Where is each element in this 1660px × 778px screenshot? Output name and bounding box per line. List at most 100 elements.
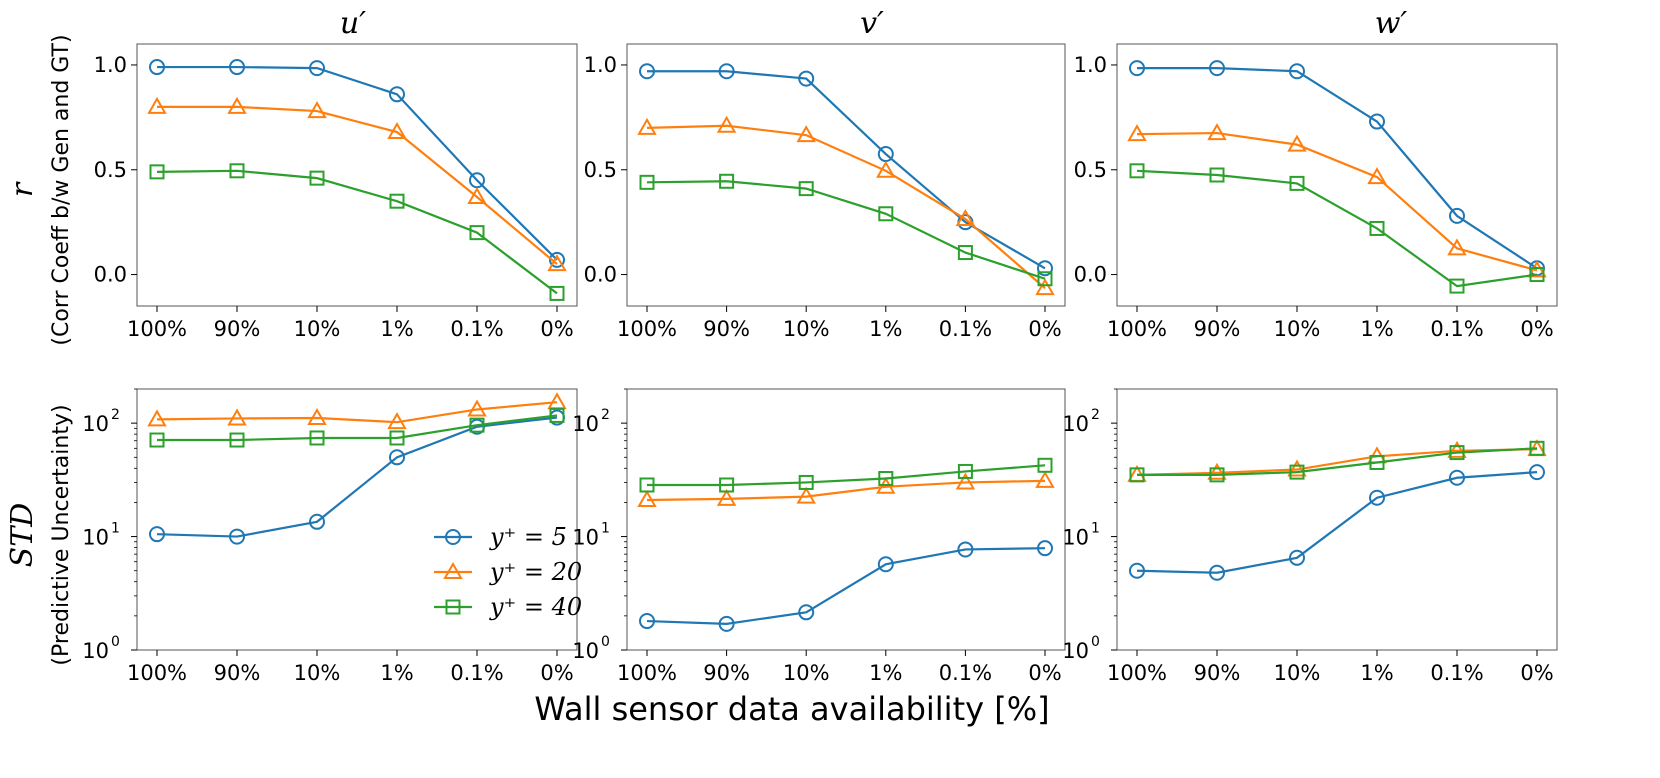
x-tick-label: 0.1% bbox=[939, 317, 992, 341]
data-point-y5 bbox=[1449, 469, 1465, 486]
data-point-y40 bbox=[719, 477, 735, 493]
series-line-y5 bbox=[156, 416, 558, 538]
data-point-y5 bbox=[229, 59, 245, 76]
data-point-y40 bbox=[719, 173, 735, 189]
x-tick-label: 100% bbox=[1107, 661, 1167, 685]
x-axis-label: Wall sensor data availability [%] bbox=[534, 690, 1049, 728]
y-tick-exponent: 1 bbox=[111, 521, 120, 537]
col-title-w: w′ bbox=[1375, 6, 1408, 41]
x-tick-label: 1% bbox=[869, 661, 902, 685]
data-point-y5 bbox=[549, 251, 565, 268]
data-point-y40 bbox=[549, 285, 565, 301]
data-point-y20 bbox=[307, 407, 327, 426]
x-tick-label: 0% bbox=[540, 317, 573, 341]
series-line-y20 bbox=[646, 479, 1046, 502]
y-tick-label: 10 bbox=[82, 412, 109, 436]
panel-r-v: 100% 90% 10% 1% 0.1% 0% 0.0 0.5 1.0 bbox=[584, 43, 1066, 341]
axes-frame bbox=[1116, 43, 1558, 307]
data-point-y40 bbox=[639, 174, 655, 190]
series-line-y20 bbox=[1136, 131, 1538, 272]
x-tick-label: 10% bbox=[783, 661, 830, 685]
data-point-y20 bbox=[955, 472, 976, 490]
data-point-y40 bbox=[798, 474, 814, 490]
data-point-y5 bbox=[1369, 489, 1385, 506]
y-tick-exponent: 2 bbox=[601, 407, 610, 423]
data-point-y40 bbox=[1289, 464, 1305, 480]
y-tick-label: 0.5 bbox=[94, 158, 127, 182]
y-tick-label: 0.0 bbox=[584, 263, 617, 287]
data-point-y20 bbox=[637, 490, 657, 508]
x-tick-label: 0.1% bbox=[450, 661, 503, 685]
data-point-y5 bbox=[957, 541, 974, 558]
data-point-y5 bbox=[718, 615, 735, 632]
series-line-y20 bbox=[646, 124, 1046, 290]
x-tick-label: 10% bbox=[294, 317, 341, 341]
series-line-y20 bbox=[156, 401, 558, 424]
data-point-y20 bbox=[1447, 238, 1467, 256]
data-point-y5 bbox=[149, 59, 165, 76]
data-point-y40 bbox=[469, 417, 485, 433]
data-point-y5 bbox=[1209, 564, 1225, 581]
data-point-y40 bbox=[549, 407, 565, 423]
legend-marker-y5 bbox=[445, 529, 461, 545]
data-point-y5 bbox=[1037, 260, 1053, 277]
y-tick-exponent: 0 bbox=[601, 634, 610, 650]
data-point-y40 bbox=[798, 181, 814, 197]
x-tick-label: 90% bbox=[1194, 661, 1241, 685]
data-point-y20 bbox=[1287, 134, 1307, 152]
x-tick-label: 100% bbox=[127, 317, 187, 341]
data-point-y40 bbox=[389, 193, 405, 209]
x-tick-label: 90% bbox=[214, 317, 261, 341]
series-line-y40 bbox=[1136, 169, 1538, 288]
x-tick-label: 10% bbox=[294, 661, 341, 685]
data-point-y40 bbox=[1209, 167, 1225, 183]
data-point-y5 bbox=[1449, 207, 1465, 224]
x-tick-label: 0% bbox=[540, 661, 573, 685]
y-tick-label: 0.5 bbox=[1074, 158, 1107, 182]
series-line-y40 bbox=[157, 414, 558, 442]
data-point-y20 bbox=[1367, 167, 1387, 185]
y-tick-label: 0.5 bbox=[584, 158, 617, 182]
data-point-y20 bbox=[227, 96, 247, 114]
y-tick-label: 10 bbox=[1062, 639, 1089, 663]
data-point-y40 bbox=[389, 430, 405, 446]
data-point-y20 bbox=[307, 101, 327, 119]
series-line-y40 bbox=[647, 464, 1046, 487]
x-tick-label: 0% bbox=[1028, 317, 1061, 341]
data-point-y20 bbox=[387, 122, 407, 140]
axes-frame bbox=[626, 43, 1066, 307]
data-point-y5 bbox=[389, 86, 405, 103]
axes-frame bbox=[136, 388, 578, 651]
data-point-y40 bbox=[1369, 454, 1385, 470]
data-point-y40 bbox=[229, 432, 245, 448]
data-point-y5 bbox=[1209, 60, 1225, 77]
data-point-y40 bbox=[1129, 467, 1145, 483]
data-point-y20 bbox=[637, 117, 657, 135]
x-tick-label: 1% bbox=[869, 317, 902, 341]
x-tick-label: 0.1% bbox=[1430, 661, 1483, 685]
data-point-y40 bbox=[1037, 457, 1053, 473]
row-label-std-symbol: STD bbox=[5, 503, 40, 568]
data-point-y40 bbox=[309, 170, 325, 186]
y-tick-label: 10 bbox=[82, 639, 109, 663]
data-point-y20 bbox=[796, 486, 816, 504]
y-tick-exponent: 1 bbox=[1091, 521, 1100, 537]
data-point-y40 bbox=[229, 163, 245, 179]
y-tick-label: 1.0 bbox=[1074, 53, 1107, 77]
x-tick-label: 10% bbox=[1274, 661, 1321, 685]
data-point-y5 bbox=[1129, 60, 1145, 77]
x-tick-label: 1% bbox=[380, 317, 413, 341]
data-point-y5 bbox=[149, 526, 165, 543]
data-point-y40 bbox=[1209, 467, 1225, 483]
col-title-v: v′ bbox=[860, 6, 884, 41]
data-point-y5 bbox=[1529, 464, 1545, 481]
legend: y⁺ = 5 y⁺ = 20 y⁺ = 40 bbox=[434, 523, 582, 621]
y-tick-label: 0.0 bbox=[94, 263, 127, 287]
y-tick-label: 0.0 bbox=[1074, 263, 1107, 287]
data-point-y40 bbox=[1529, 267, 1545, 283]
series-line-y5 bbox=[647, 70, 1046, 270]
y-tick-exponent: 1 bbox=[601, 521, 610, 537]
series-line-y40 bbox=[156, 169, 558, 295]
series-line-y5 bbox=[1136, 471, 1538, 574]
x-tick-label: 90% bbox=[214, 661, 261, 685]
